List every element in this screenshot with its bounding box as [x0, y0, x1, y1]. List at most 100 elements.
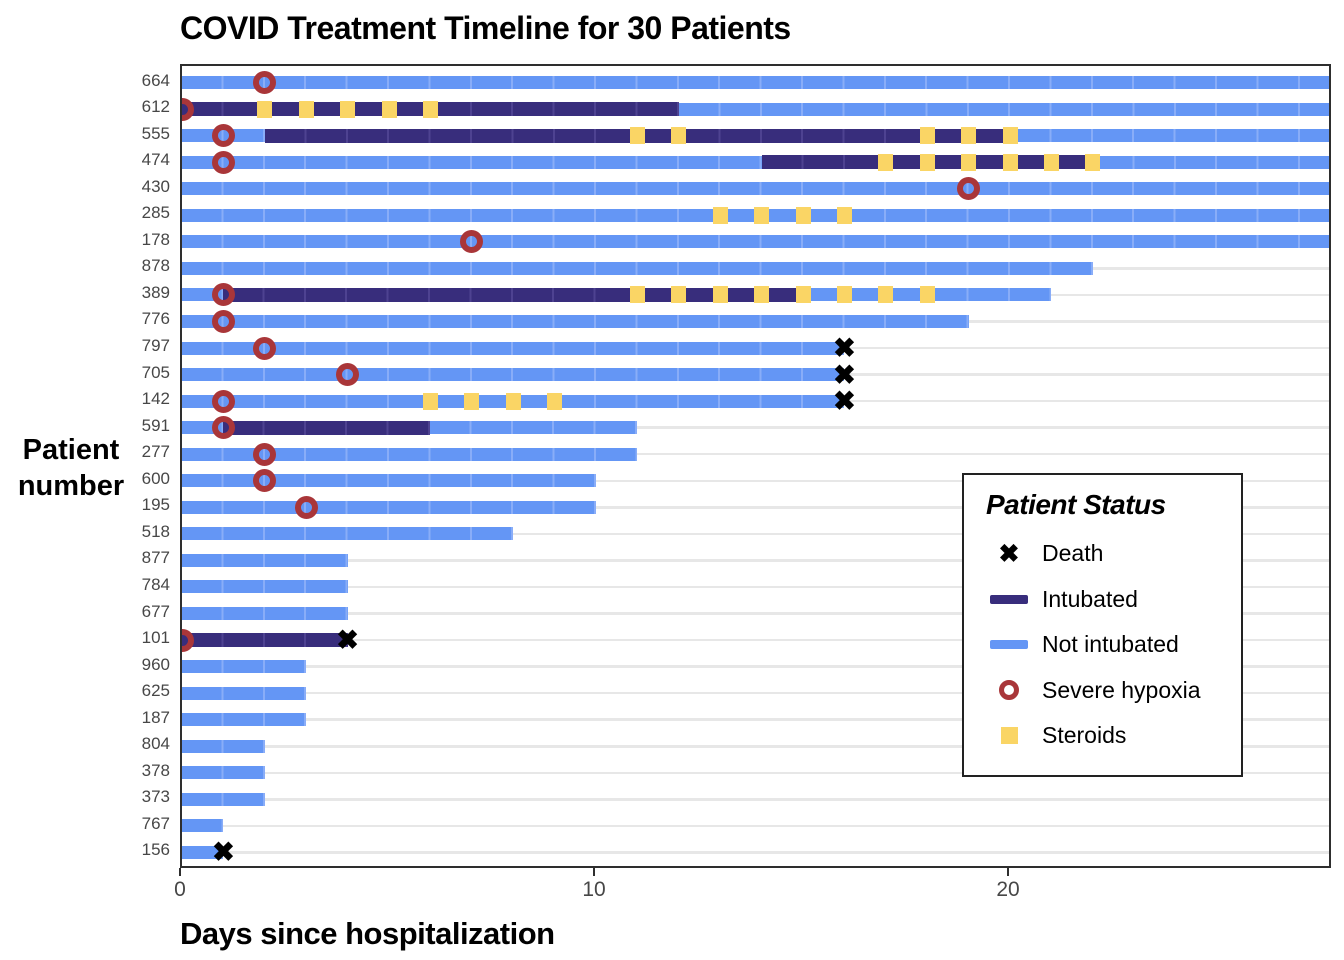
hypoxia-marker: [211, 389, 235, 413]
steroid-marker: [754, 206, 770, 224]
row-gridline: [182, 612, 1329, 615]
hypoxia-marker: [211, 124, 235, 148]
row-gridline: [182, 638, 1329, 642]
y-tick-label: 664: [141, 70, 170, 90]
not-intubated-bar-segment: [182, 447, 638, 461]
not_intubated-key: [986, 640, 1032, 650]
death-marker: ✖: [336, 625, 359, 656]
not-intubated-bar-segment: [182, 474, 596, 488]
not-intubated-bar-segment: [182, 235, 1329, 249]
steroid-marker: [381, 100, 397, 118]
steroids-key: [986, 727, 1032, 745]
y-tick-label: 277: [141, 442, 170, 462]
y-tick-label: 804: [141, 734, 170, 754]
intubated-swatch: [990, 594, 1028, 604]
y-tick-label: 187: [141, 707, 170, 727]
not-intubated-bar-segment: [182, 580, 348, 594]
hypoxia-marker: [294, 495, 318, 519]
not-intubated-bar-segment: [182, 792, 265, 806]
y-tick-label: 612: [141, 97, 170, 117]
steroid-marker: [878, 286, 894, 304]
x-tick-label: 10: [582, 878, 606, 901]
row-gridline: [182, 452, 1329, 456]
y-tick-label: 625: [141, 681, 170, 701]
steroid-marker: [629, 286, 645, 304]
y-axis-label-line2: number: [17, 470, 125, 503]
legend-title: Patient Status: [986, 489, 1166, 520]
steroid-marker: [919, 127, 935, 145]
y-tick-label: 195: [141, 495, 170, 515]
row-gridline: [182, 426, 1329, 429]
not-intubated-bar-segment: [182, 341, 845, 355]
not-intubated-bar-segment: [182, 76, 1329, 89]
not-intubated-bar-segment: [182, 766, 265, 780]
row-gridline: [182, 691, 1329, 695]
not-intubated-bar-segment: [182, 314, 969, 328]
steroid-marker: [422, 100, 438, 118]
not-intubated-bar-segment: [182, 553, 348, 567]
x-tick-mark: [593, 868, 595, 876]
not-intubated-bar-segment: [182, 739, 265, 753]
hypoxia-marker: [253, 442, 277, 466]
y-tick-label: 591: [141, 415, 170, 435]
legend-item-label: Not intubated: [1042, 631, 1179, 658]
not-intubated-swatch: [990, 640, 1028, 650]
not-intubated-bar-segment: [182, 607, 348, 620]
row-gridline: [182, 798, 1329, 801]
steroid-marker: [629, 127, 645, 145]
death-icon: ✖: [998, 539, 1020, 568]
not-intubated-bar-segment: [182, 527, 514, 541]
legend-item-not_intubated: Not intubated: [986, 622, 1241, 668]
y-axis-label-line1: Patient: [22, 434, 120, 466]
steroid-marker: [1002, 127, 1018, 145]
legend-item-death: ✖ Death: [986, 531, 1241, 577]
death-key: ✖: [986, 541, 1032, 567]
row-gridline: [182, 718, 1329, 721]
row-gridline: [182, 851, 1329, 854]
intubated-bar-segment: [223, 420, 431, 435]
steroid-marker: [795, 206, 811, 224]
row-gridline: [182, 506, 1329, 509]
legend-item-hypoxia: Severe hypoxia: [986, 668, 1241, 714]
y-tick-label: 677: [141, 601, 170, 621]
steroid-marker: [1085, 153, 1101, 171]
legend-item-label: Severe hypoxia: [1042, 676, 1201, 703]
not-intubated-bar-segment: [182, 261, 1093, 275]
steroid-marker: [754, 286, 770, 304]
steroid-marker: [1043, 153, 1059, 171]
hypoxia-marker: [211, 283, 235, 307]
not-intubated-bar-segment: [182, 500, 596, 514]
death-marker: ✖: [833, 359, 856, 390]
y-tick-label: 285: [141, 203, 170, 223]
hypoxia-icon: [999, 680, 1019, 701]
hypoxia-marker: [182, 628, 194, 652]
row-gridline: [182, 532, 1329, 536]
x-tick-mark: [179, 868, 181, 876]
steroids-swatch: [1000, 727, 1018, 745]
hypoxia-marker: [253, 71, 277, 94]
legend-item-label: Intubated: [1042, 585, 1138, 612]
row-gridline: [182, 559, 1329, 562]
not-intubated-bar-segment: [182, 182, 1329, 196]
y-tick-label: 373: [141, 787, 170, 807]
row-gridline: [182, 479, 1329, 482]
steroid-marker: [836, 286, 852, 304]
y-tick-label: 555: [141, 123, 170, 143]
not-intubated-bar-segment: [182, 686, 307, 700]
steroid-marker: [422, 392, 438, 410]
x-tick-mark: [1007, 868, 1009, 876]
legend-item-label: Death: [1042, 540, 1104, 567]
row-gridline: [182, 665, 1329, 668]
steroid-marker: [671, 127, 687, 145]
y-tick-label: 178: [141, 229, 170, 249]
hypoxia-marker: [957, 177, 981, 201]
steroid-marker: [961, 127, 977, 145]
y-tick-label: 142: [141, 389, 170, 409]
legend-item-steroids: Steroids: [986, 713, 1241, 759]
y-tick-label: 389: [141, 282, 170, 302]
row-gridline: [182, 771, 1329, 775]
steroid-marker: [257, 100, 273, 118]
x-axis-label: Days since hospitalization: [180, 916, 555, 951]
death-marker: ✖: [833, 333, 856, 363]
hypoxia-marker: [460, 230, 484, 254]
